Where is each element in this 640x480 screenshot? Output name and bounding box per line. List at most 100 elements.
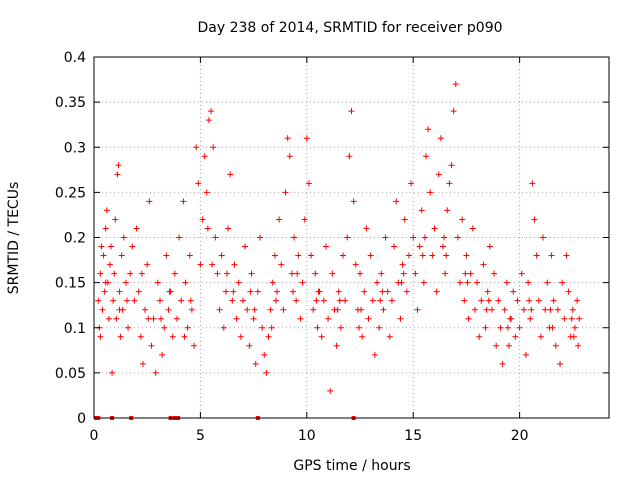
data-point [471,306,478,313]
data-point [248,270,255,277]
data-point [216,306,223,313]
data-point [199,216,206,223]
data-point [442,270,449,277]
data-point [289,288,296,295]
data-point [276,216,283,223]
data-point [533,252,540,259]
data-point [520,306,527,313]
data-point [308,252,315,259]
y-tick-label: 0.2 [64,231,86,247]
data-point [98,243,105,250]
data-point [305,180,312,187]
data-point [165,306,172,313]
data-point [491,270,498,277]
data-point [315,288,322,295]
data-point [148,342,155,349]
data-point [97,270,104,277]
x-tick-label: 0 [90,428,99,444]
data-point [231,261,238,268]
data-point [570,333,577,340]
data-point [433,288,440,295]
data-point [557,360,564,367]
data-point [462,270,469,277]
data-point [418,207,425,214]
data-point [325,315,332,322]
data-point [208,108,215,115]
data-point [355,324,362,331]
data-point [359,333,366,340]
data-point [303,135,310,142]
data-point [388,297,395,304]
x-tick-label: 15 [404,428,422,444]
data-point [454,234,461,241]
data-point [357,270,364,277]
y-axis-label: SRMTID / TECUs [6,182,22,295]
y-tick-label: 0.35 [55,95,86,111]
data-point [382,234,389,241]
data-point [416,243,423,250]
data-point [95,297,102,304]
data-point [514,297,521,304]
data-point [97,333,104,340]
data-point [297,315,304,322]
data-point [102,279,109,286]
data-point [401,216,408,223]
data-point [251,306,258,313]
data-point [518,270,525,277]
data-point [374,279,381,286]
data-point [222,288,229,295]
data-point [469,225,476,232]
data-point [209,261,216,268]
data-point [444,207,451,214]
data-point [367,252,374,259]
data-point [465,315,472,322]
data-point [171,270,178,277]
data-point [527,315,534,322]
data-point [173,315,180,322]
data-point [531,216,538,223]
data-point [161,324,168,331]
data-point [561,315,568,322]
data-point [110,297,117,304]
data-point [178,297,185,304]
data-points [95,81,583,394]
data-point [399,261,406,268]
data-point [552,342,559,349]
data-point [377,297,384,304]
data-point [499,360,506,367]
data-point [267,306,274,313]
data-point [103,207,110,214]
data-point [576,315,583,322]
y-tick-label: 0.3 [64,140,86,156]
data-point [327,387,334,394]
data-point [291,234,298,241]
data-point [320,297,327,304]
data-point [393,198,400,205]
data-point [429,252,436,259]
data-point [346,153,353,160]
data-point [378,270,385,277]
data-point [156,297,163,304]
data-point [365,315,372,322]
data-point [113,315,120,322]
data-point [443,252,450,259]
data-point [233,315,240,322]
data-point [301,216,308,223]
data-point [220,324,227,331]
data-point [263,369,270,376]
data-point [480,261,487,268]
data-point [252,360,259,367]
data-point [516,324,523,331]
data-point [569,306,576,313]
data-point [384,288,391,295]
data-point [108,243,115,250]
data-point [313,297,320,304]
data-point [152,369,159,376]
data-point [386,333,393,340]
y-tick-label: 0.25 [55,185,86,201]
data-point [505,342,512,349]
data-point [116,306,123,313]
data-point [398,279,405,286]
data-point [169,333,176,340]
data-point [565,288,572,295]
